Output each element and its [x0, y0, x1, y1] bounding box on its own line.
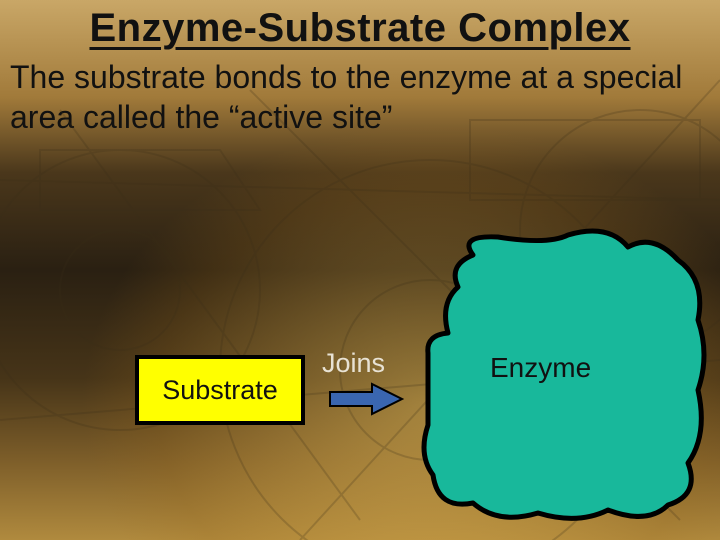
page-subtitle: The substrate bonds to the enzyme at a s…	[0, 51, 720, 137]
joins-label: Joins	[322, 348, 385, 379]
substrate-label: Substrate	[162, 375, 278, 406]
page-title: Enzyme-Substrate Complex	[0, 0, 720, 51]
diagram: Enzyme Substrate Joins	[0, 230, 720, 540]
joins-arrow-icon	[328, 382, 404, 416]
substrate-box: Substrate	[135, 355, 305, 425]
enzyme-label: Enzyme	[490, 352, 591, 384]
